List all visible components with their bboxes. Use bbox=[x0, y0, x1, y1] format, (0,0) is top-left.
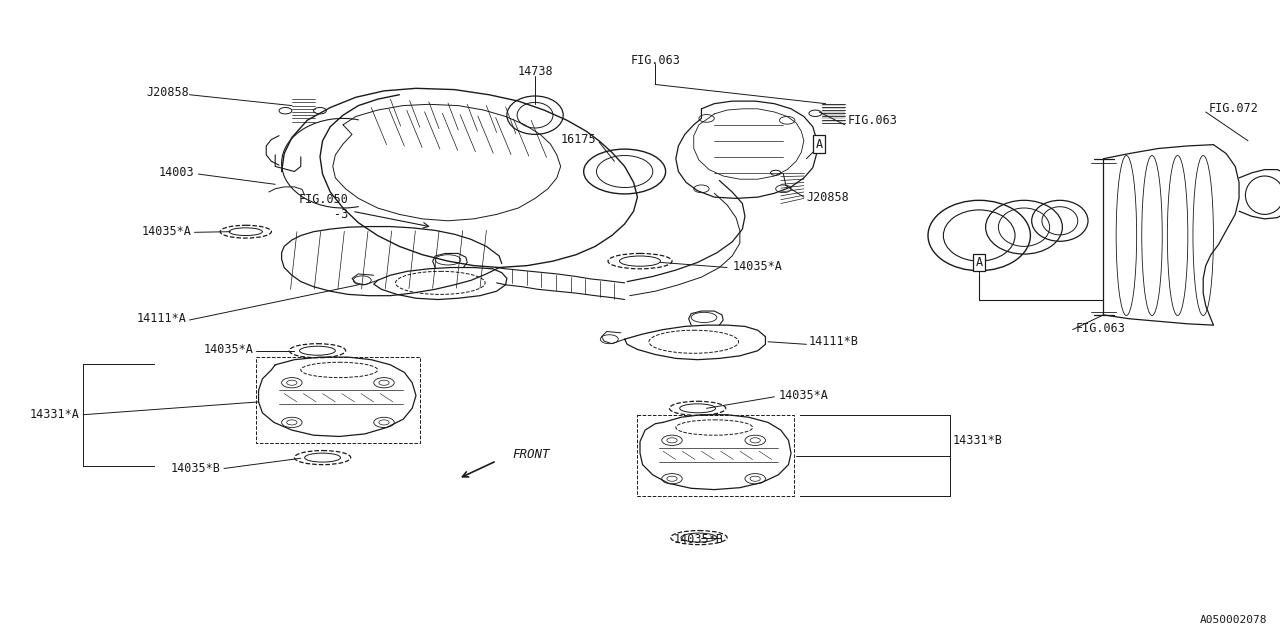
Text: FIG.063: FIG.063 bbox=[1075, 323, 1125, 335]
Text: J20858: J20858 bbox=[147, 86, 189, 99]
Text: 16175: 16175 bbox=[561, 133, 596, 146]
Text: 14035*A: 14035*A bbox=[142, 225, 192, 238]
Text: 14331*A: 14331*A bbox=[29, 408, 79, 421]
Text: FIG.063: FIG.063 bbox=[631, 54, 680, 67]
Text: 14035*B: 14035*B bbox=[675, 533, 723, 546]
Text: FIG.050: FIG.050 bbox=[298, 193, 348, 206]
Text: 14111*A: 14111*A bbox=[137, 312, 187, 325]
Text: 14111*B: 14111*B bbox=[809, 335, 859, 348]
Text: -3: -3 bbox=[334, 208, 348, 221]
Text: 14035*B: 14035*B bbox=[170, 462, 220, 475]
Text: A: A bbox=[815, 138, 823, 150]
Text: FIG.063: FIG.063 bbox=[847, 114, 897, 127]
Text: 14003: 14003 bbox=[159, 166, 195, 179]
Text: FIG.072: FIG.072 bbox=[1208, 102, 1258, 115]
Text: 14738: 14738 bbox=[517, 65, 553, 78]
Text: 14331*B: 14331*B bbox=[952, 434, 1002, 447]
Text: 14035*A: 14035*A bbox=[204, 343, 253, 356]
Text: 14035*A: 14035*A bbox=[732, 260, 782, 273]
Text: A: A bbox=[975, 256, 983, 269]
Text: 14035*A: 14035*A bbox=[778, 389, 828, 402]
Text: A050002078: A050002078 bbox=[1199, 614, 1267, 625]
Text: FRONT: FRONT bbox=[512, 448, 549, 461]
Text: J20858: J20858 bbox=[806, 191, 849, 204]
